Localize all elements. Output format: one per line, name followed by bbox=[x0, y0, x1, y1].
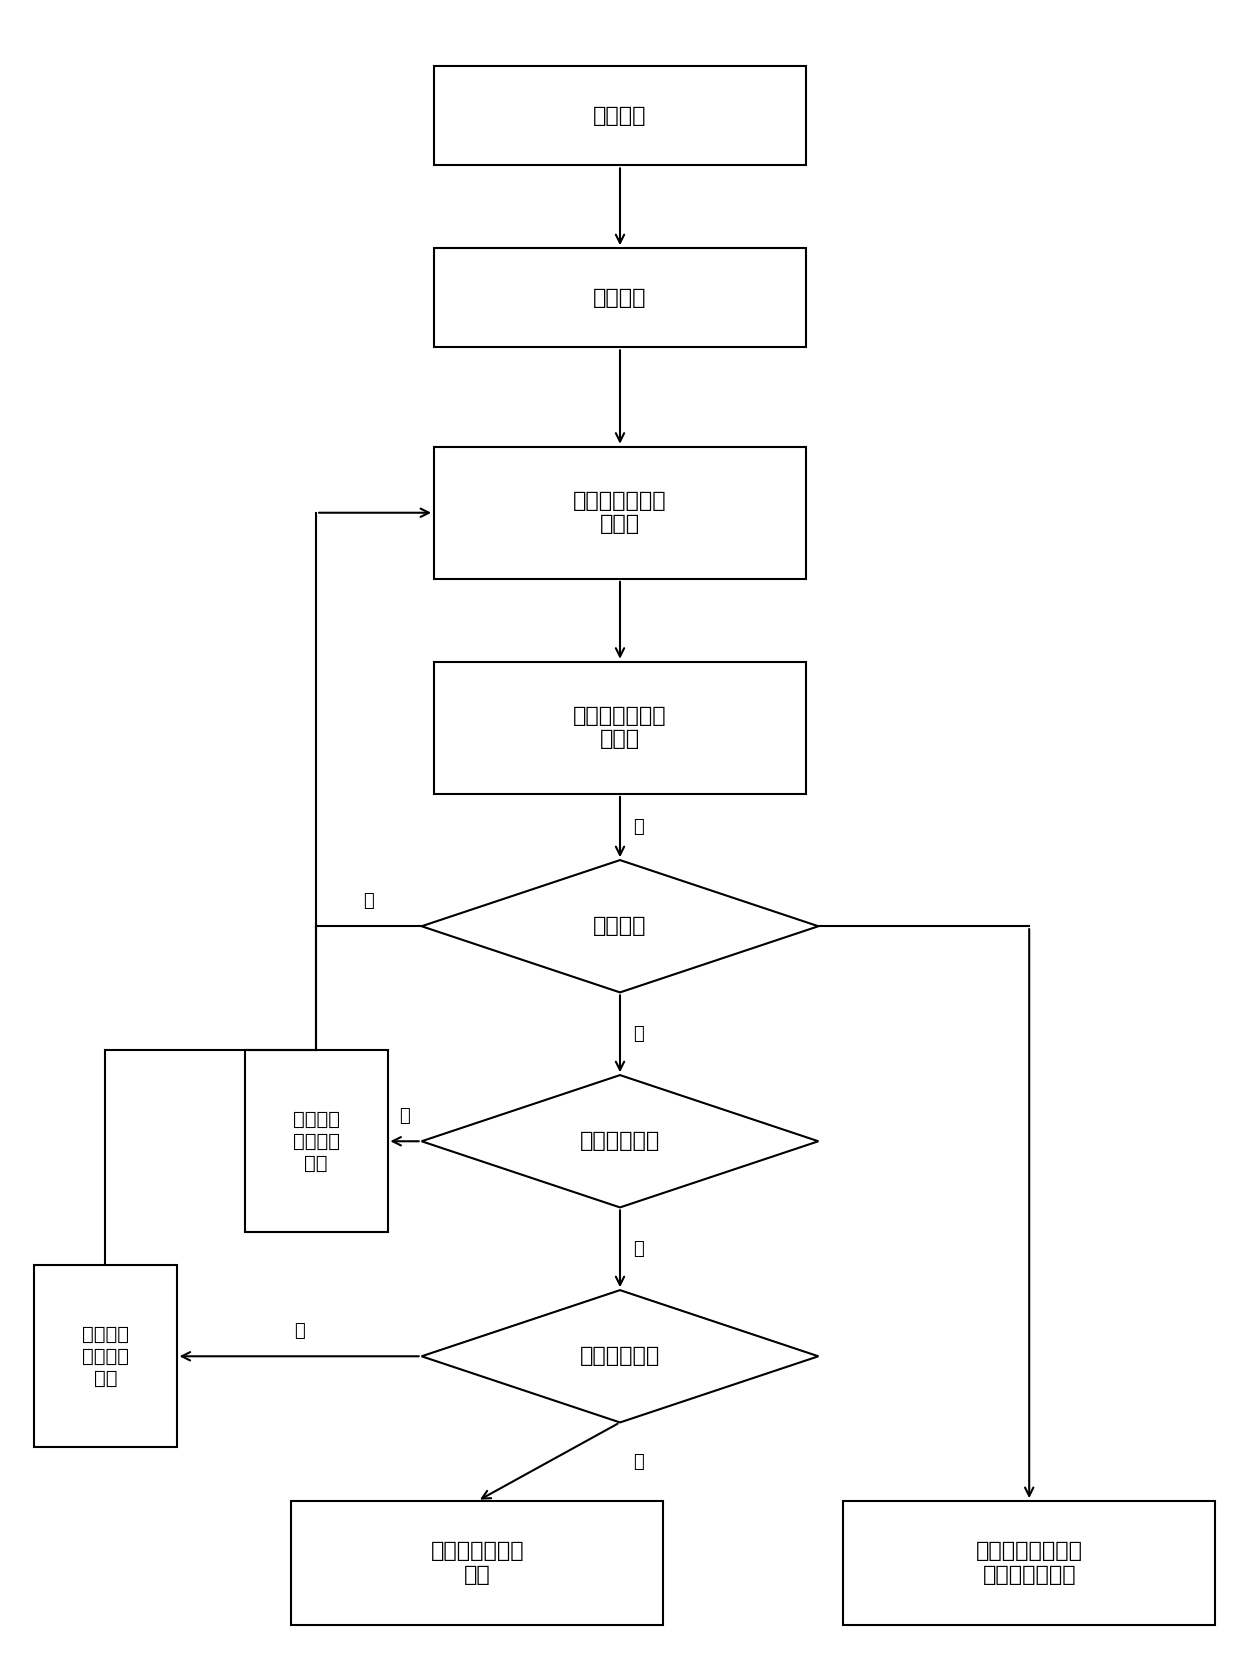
Bar bbox=[434, 662, 806, 794]
Text: 否: 否 bbox=[399, 1108, 410, 1125]
Text: 报警装置报警并
停止: 报警装置报警并 停止 bbox=[430, 1542, 525, 1585]
Bar bbox=[434, 447, 806, 579]
Text: 是: 是 bbox=[634, 1452, 644, 1470]
Text: 初步判断: 初步判断 bbox=[593, 916, 647, 936]
Text: 温度调节判断: 温度调节判断 bbox=[580, 1131, 660, 1151]
Bar bbox=[434, 66, 806, 165]
Bar bbox=[291, 1502, 663, 1624]
Text: 待测样品气体浓度
作为准确值输出: 待测样品气体浓度 作为准确值输出 bbox=[976, 1542, 1083, 1585]
Polygon shape bbox=[422, 1290, 818, 1422]
Text: 否: 否 bbox=[294, 1323, 305, 1340]
Text: 激光入射: 激光入射 bbox=[593, 288, 647, 308]
Text: 气体通入: 气体通入 bbox=[593, 106, 647, 126]
Text: 工作温储
存至存储
装置: 工作温储 存至存储 装置 bbox=[293, 1110, 340, 1173]
Text: 激光频率
存至存储
装置: 激光频率 存至存储 装置 bbox=[82, 1325, 129, 1388]
Bar bbox=[35, 1265, 177, 1447]
Text: 是: 是 bbox=[634, 1240, 644, 1257]
Bar bbox=[843, 1502, 1215, 1624]
Text: 是: 是 bbox=[634, 1025, 644, 1042]
Text: 频率调节判断: 频率调节判断 bbox=[580, 1346, 660, 1366]
Bar bbox=[246, 1050, 387, 1232]
Bar bbox=[434, 248, 806, 347]
Polygon shape bbox=[422, 1075, 818, 1207]
Text: 是: 是 bbox=[634, 819, 644, 835]
Text: 否: 否 bbox=[363, 893, 374, 910]
Polygon shape bbox=[422, 860, 818, 992]
Text: 获取参考标准气
体浓度: 获取参考标准气 体浓度 bbox=[573, 706, 667, 749]
Text: 获取待测样品气
体浓度: 获取待测样品气 体浓度 bbox=[573, 491, 667, 534]
